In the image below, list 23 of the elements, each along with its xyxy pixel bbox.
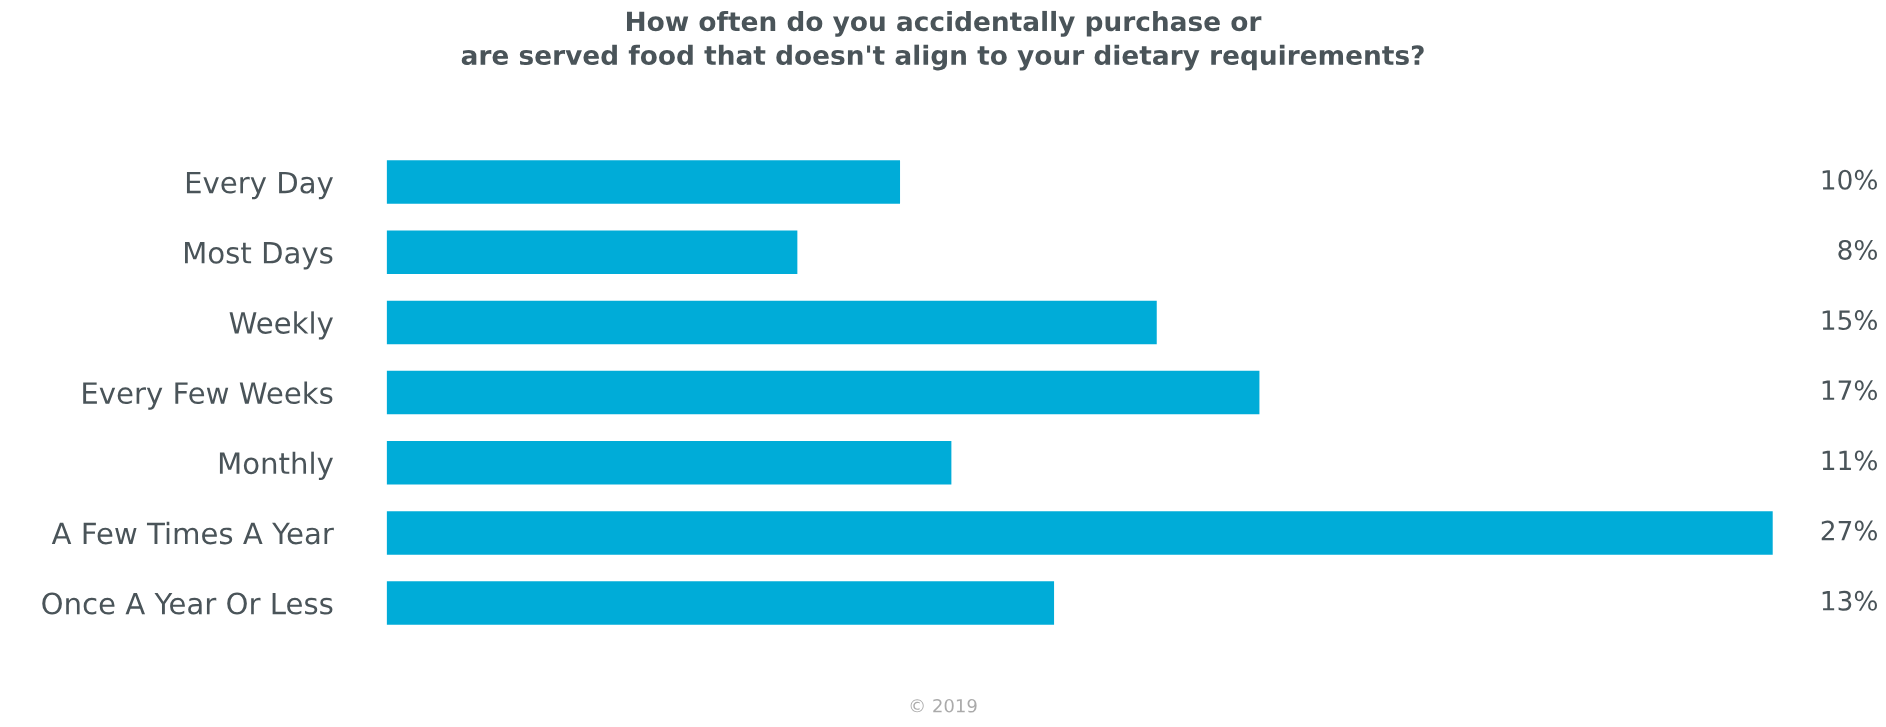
data-label: 8% xyxy=(1838,239,1877,260)
bar xyxy=(386,370,1260,415)
data-label: 15% xyxy=(1822,310,1877,331)
y-tick-label: Every Few Weeks xyxy=(83,381,333,410)
data-label: 11% xyxy=(1822,450,1877,471)
y-tick-label: Every Day xyxy=(186,171,333,200)
bar xyxy=(386,440,952,485)
y-tick-label: Most Days xyxy=(185,242,333,270)
chart-title: How often do you accidentally purchase or are served food that doesn't align to your dietary requirements? xyxy=(461,10,1424,71)
data-label: 13% xyxy=(1822,590,1877,611)
y-tick-label: Monthly xyxy=(219,451,333,480)
bar xyxy=(386,160,901,204)
text: © 2019 xyxy=(910,698,977,713)
y-tick-label: Weekly xyxy=(229,311,333,340)
bar xyxy=(386,230,798,275)
y-tick-label: A Few Times A Year xyxy=(51,521,334,545)
data-label: 27% xyxy=(1821,520,1877,541)
bar xyxy=(386,300,1157,345)
bar xyxy=(386,511,1773,555)
data-label: 10% xyxy=(1822,169,1877,190)
data-label: 17% xyxy=(1822,380,1877,401)
y-tick-label: Once A Year Or Less xyxy=(42,592,333,615)
bar xyxy=(386,581,1055,625)
